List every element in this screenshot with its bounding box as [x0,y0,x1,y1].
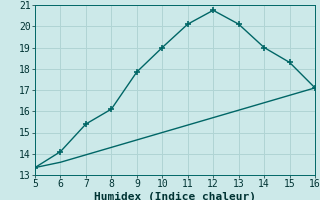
X-axis label: Humidex (Indice chaleur): Humidex (Indice chaleur) [94,192,256,200]
